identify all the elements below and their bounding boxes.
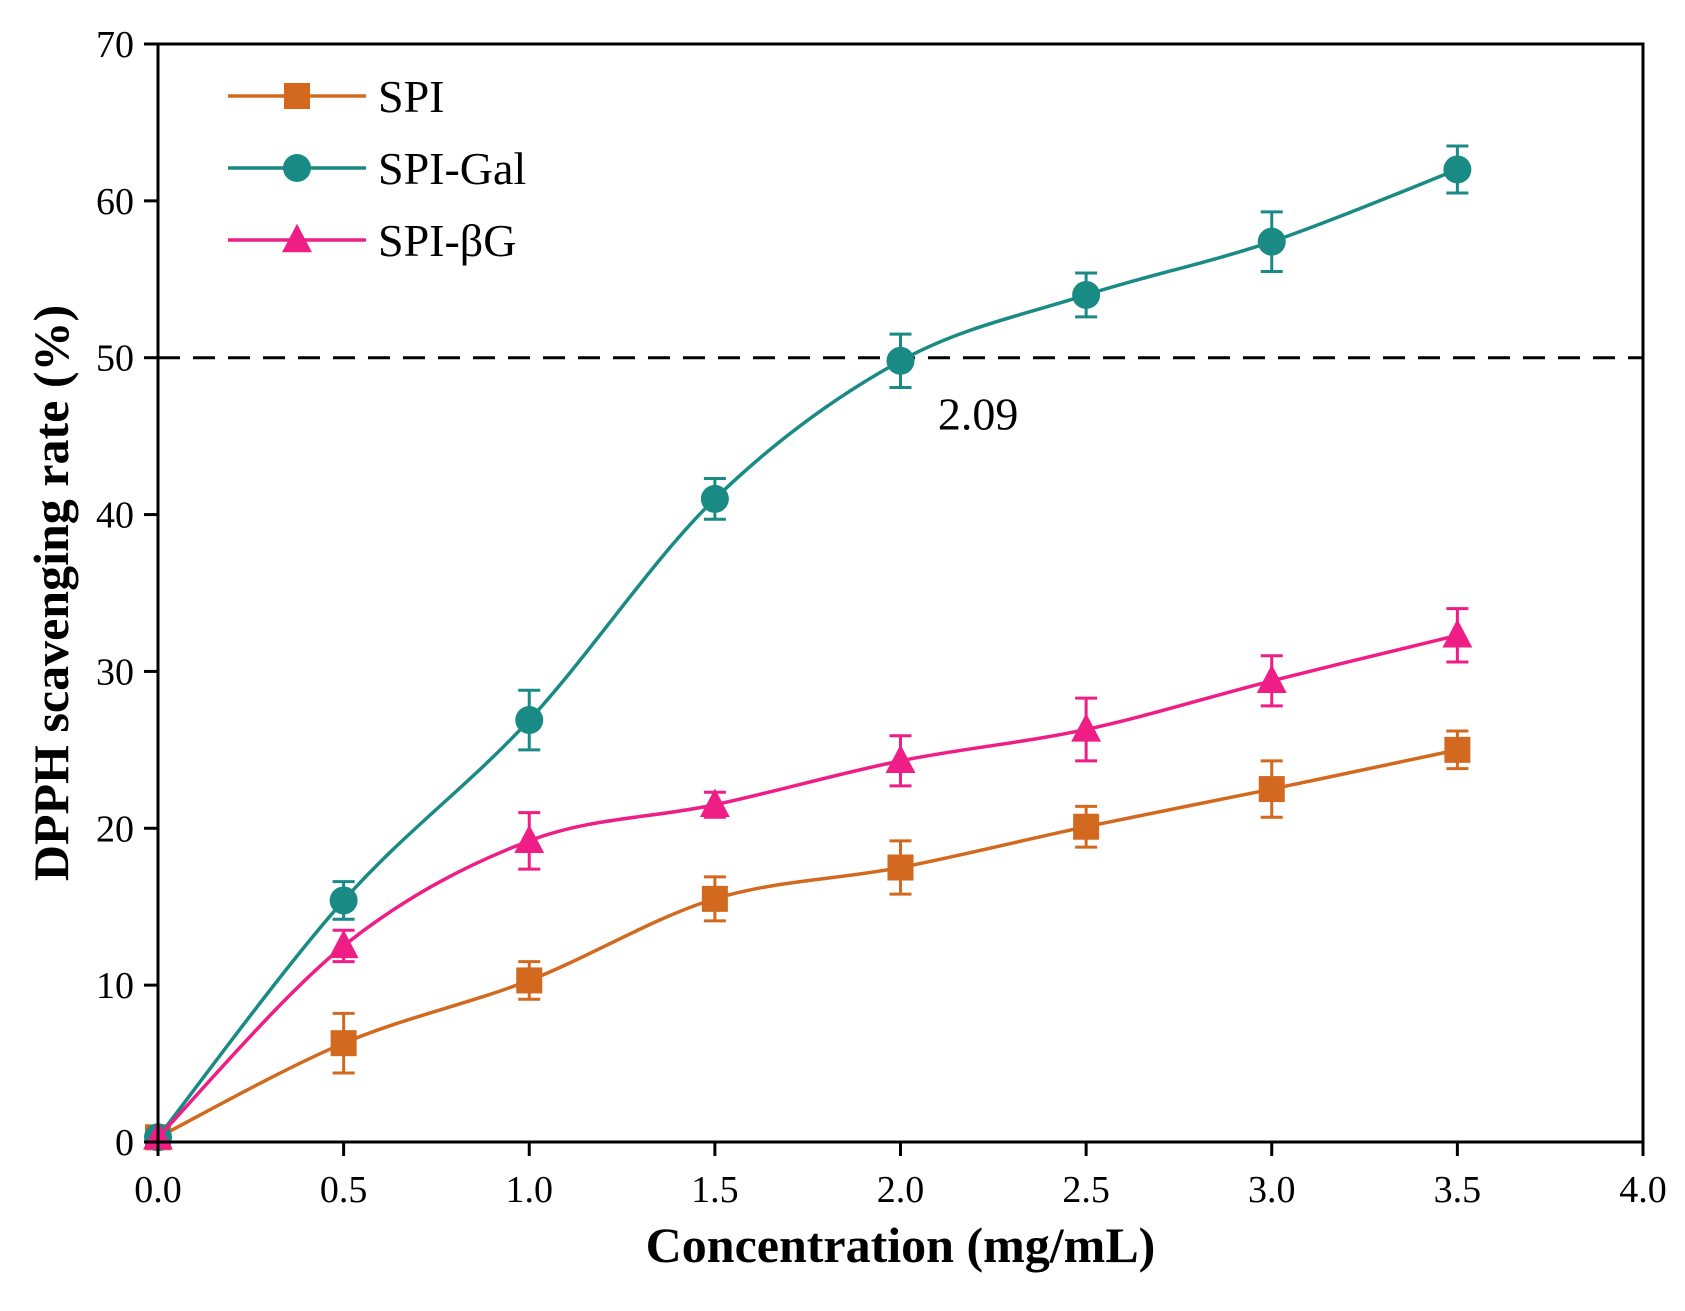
series-line [156, 167, 1459, 1139]
y-tick-label: 60 [96, 181, 134, 223]
x-tick-label: 2.0 [877, 1169, 925, 1211]
data-point [1256, 664, 1287, 694]
legend-marker [284, 83, 310, 109]
legend-marker [283, 154, 311, 182]
legend-item: SPI-βG [228, 215, 516, 266]
series-line [157, 748, 1458, 1139]
series-spi-gal [144, 144, 1472, 1152]
data-point [701, 885, 728, 912]
data-point [1072, 280, 1101, 309]
data-point [700, 484, 729, 513]
plot-frame [156, 42, 1645, 1144]
data-point [1258, 776, 1285, 803]
y-tick-label: 40 [96, 495, 134, 537]
x-tick-label: 1.0 [506, 1169, 554, 1211]
x-axis-title: Concentration (mg/mL) [646, 1217, 1156, 1273]
data-point [886, 346, 915, 375]
y-tick-label: 70 [96, 24, 134, 66]
data-point [1071, 713, 1102, 742]
data-point [1257, 227, 1286, 256]
data-point [328, 929, 359, 959]
series-spi [145, 729, 1471, 1151]
ic50-annotation: 2.09 [938, 389, 1019, 440]
data-point [515, 706, 544, 735]
axis-layer: 0.0 0.5 1.0 1.5 2.0 2.5 3.0 3.5 4.0 0 10 20 30 40 50 60… [96, 24, 1667, 1211]
x-tick-label: 0.0 [134, 1169, 182, 1211]
legend-marker [282, 223, 312, 253]
legend-label: SPI-βG [378, 215, 516, 266]
data-point [1442, 619, 1473, 648]
data-point [1443, 155, 1472, 184]
series-layer [143, 144, 1473, 1152]
series-spi-g [143, 607, 1473, 1150]
x-tick-label: 2.5 [1062, 1169, 1110, 1211]
data-point [887, 854, 914, 881]
legend: SPI SPI-Gal SPI-βG [228, 71, 526, 266]
legend-label: SPI-Gal [378, 143, 526, 194]
data-point [1444, 736, 1471, 763]
data-point [1073, 813, 1100, 840]
x-tick-label: 3.5 [1434, 1169, 1482, 1211]
y-tick-label: 10 [96, 965, 134, 1007]
legend-item: SPI-Gal [228, 143, 526, 194]
legend-item: SPI [228, 71, 444, 122]
y-axis-title: DPPH scavenging rate (%) [23, 305, 79, 881]
legend-label: SPI [378, 71, 444, 122]
x-tick-label: 1.5 [691, 1169, 739, 1211]
data-point [330, 1030, 357, 1057]
y-tick-label: 30 [96, 651, 134, 693]
x-tick-label: 0.5 [320, 1169, 368, 1211]
data-point [699, 788, 730, 817]
series-line [156, 633, 1458, 1139]
data-point [514, 824, 545, 854]
data-point [516, 967, 543, 994]
y-tick-label: 0 [115, 1122, 134, 1164]
x-tick-label: 4.0 [1619, 1169, 1667, 1211]
y-tick-label: 20 [96, 808, 134, 850]
data-point [329, 886, 358, 915]
data-point [885, 744, 916, 774]
y-tick-label: 50 [96, 338, 134, 380]
x-tick-label: 3.0 [1248, 1169, 1296, 1211]
